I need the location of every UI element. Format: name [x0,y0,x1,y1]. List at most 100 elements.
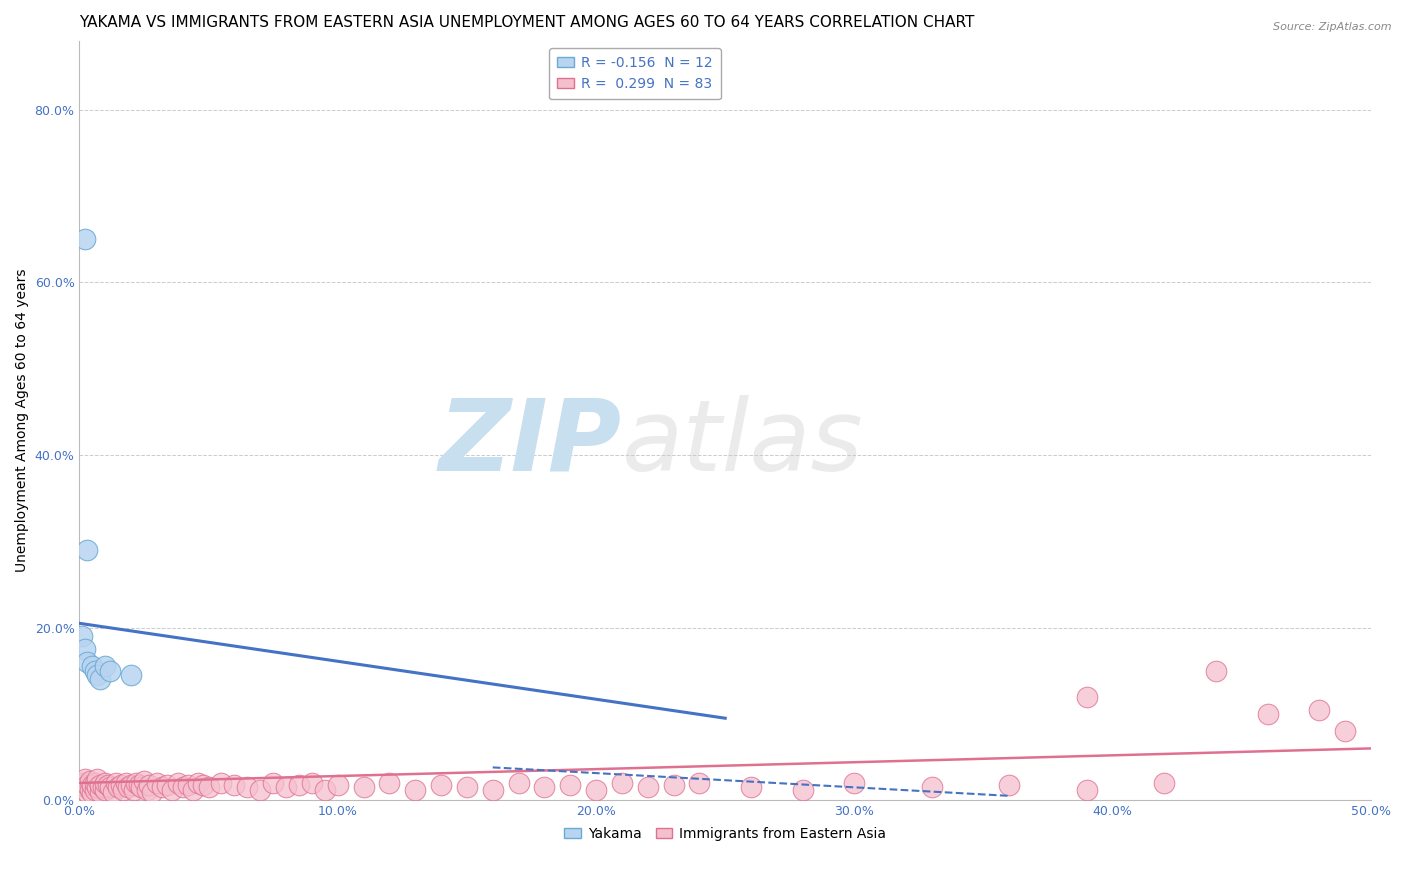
Legend: Yakama, Immigrants from Eastern Asia: Yakama, Immigrants from Eastern Asia [558,822,891,847]
Point [481,782,503,797]
Point [131,780,153,795]
Point [610,776,633,790]
Point [132,774,155,789]
Point [84,782,107,797]
Point [100,780,122,795]
Point [224,778,246,792]
Point [274,780,297,795]
Point [112,782,135,797]
Point [533,780,555,795]
Point [97,778,120,792]
Point [792,782,814,797]
Point [637,780,659,795]
Point [249,782,271,797]
Point [73,780,96,795]
Text: Source: ZipAtlas.com: Source: ZipAtlas.com [1274,22,1392,32]
Point [688,776,710,790]
Point [508,776,530,790]
Point [101,784,124,798]
Point [172,780,194,795]
Point [91,780,114,795]
Point [94,782,117,797]
Point [740,780,762,795]
Point [128,778,150,792]
Point [921,780,943,795]
Point [146,776,169,790]
Point [122,782,145,797]
Point [1076,690,1098,704]
Point [236,780,259,795]
Point [82,786,104,800]
Point [84,776,107,790]
Point [94,776,117,790]
Point [193,778,215,792]
Point [115,776,138,790]
Point [326,778,349,792]
Point [181,782,204,797]
Point [94,659,117,673]
Text: ZIP: ZIP [439,395,621,491]
Point [404,782,426,797]
Point [662,778,685,792]
Point [86,772,108,786]
Point [104,776,127,790]
Point [288,778,311,792]
Point [110,778,132,792]
Point [1308,703,1330,717]
Point [353,780,375,795]
Point [120,778,142,792]
Point [82,778,104,792]
Point [187,776,209,790]
Point [89,784,111,798]
Point [107,780,129,795]
Point [76,784,98,798]
Point [76,778,98,792]
Y-axis label: Unemployment Among Ages 60 to 64 years: Unemployment Among Ages 60 to 64 years [15,268,30,573]
Text: YAKAMA VS IMMIGRANTS FROM EASTERN ASIA UNEMPLOYMENT AMONG AGES 60 TO 64 YEARS CO: YAKAMA VS IMMIGRANTS FROM EASTERN ASIA U… [79,15,974,30]
Point [430,778,453,792]
Point [456,780,478,795]
Point [177,778,200,792]
Point [76,655,98,669]
Text: atlas: atlas [621,395,863,491]
Point [378,776,401,790]
Point [1153,776,1175,790]
Point [79,774,101,789]
Point [76,543,98,558]
Point [100,664,122,678]
Point [86,780,108,795]
Point [1205,664,1227,678]
Point [1334,724,1357,739]
Point [314,782,336,797]
Point [89,778,111,792]
Point [138,778,160,792]
Point [1257,706,1279,721]
Point [301,776,323,790]
Point [86,668,108,682]
Point [998,778,1021,792]
Point [70,776,93,790]
Point [84,664,107,678]
Point [1076,782,1098,797]
Point [141,784,163,798]
Point [125,776,148,790]
Point [844,776,866,790]
Point [156,778,179,792]
Point [70,629,93,643]
Point [82,659,104,673]
Point [135,782,157,797]
Point [560,778,582,792]
Point [162,782,184,797]
Point [150,780,173,795]
Point [73,232,96,246]
Point [197,780,219,795]
Point [585,782,607,797]
Point [73,642,96,657]
Point [117,780,139,795]
Point [262,776,284,790]
Point [73,772,96,786]
Point [79,782,101,797]
Point [166,776,188,790]
Point [120,668,142,682]
Point [211,776,233,790]
